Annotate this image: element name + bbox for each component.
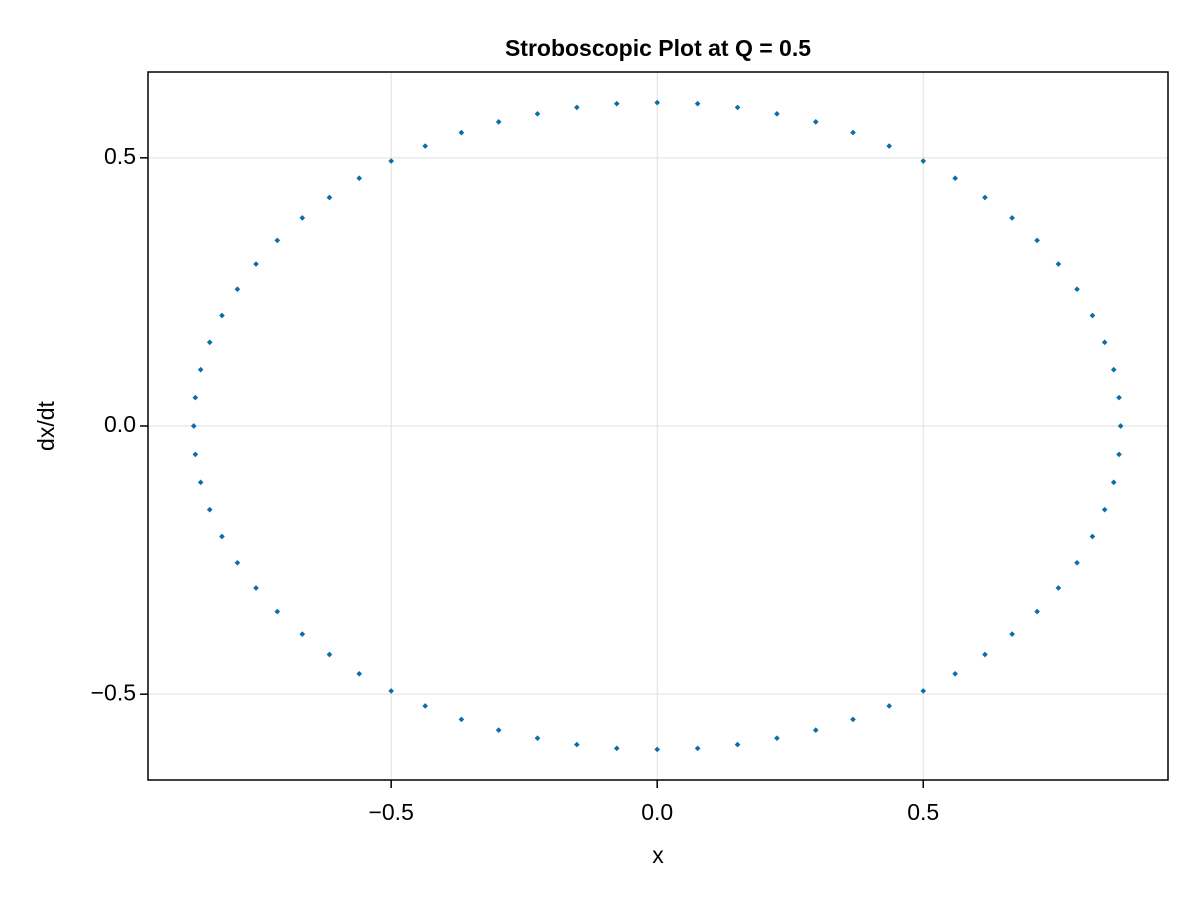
point <box>734 741 741 748</box>
point <box>192 394 199 401</box>
point <box>1089 533 1096 540</box>
point <box>850 129 856 136</box>
point <box>774 735 780 741</box>
point <box>1116 451 1122 458</box>
point <box>495 119 502 125</box>
point <box>574 104 580 111</box>
point <box>356 670 363 677</box>
point <box>952 670 958 677</box>
point <box>534 735 541 741</box>
point <box>253 585 259 591</box>
point <box>920 158 927 164</box>
point <box>234 559 241 566</box>
point <box>219 533 225 540</box>
point <box>1101 339 1108 346</box>
point <box>458 716 465 723</box>
point <box>422 143 429 149</box>
point <box>920 688 927 694</box>
point <box>388 688 394 694</box>
point <box>1074 286 1080 293</box>
point <box>1074 559 1080 566</box>
point <box>495 727 502 733</box>
point <box>812 727 819 733</box>
chart-title: Stroboscopic Plot at Q = 0.5 <box>505 35 811 61</box>
point <box>422 703 429 709</box>
point <box>694 100 701 107</box>
point <box>1110 479 1117 486</box>
point <box>274 608 281 615</box>
y-axis-label: dx/dt <box>33 400 59 450</box>
point <box>574 741 580 748</box>
point <box>190 423 197 429</box>
point <box>613 100 620 107</box>
point <box>192 451 199 458</box>
point <box>206 506 213 513</box>
point <box>982 194 988 201</box>
point <box>1034 237 1040 244</box>
point <box>253 261 259 267</box>
point <box>850 716 856 723</box>
point <box>1055 261 1062 267</box>
point <box>388 158 394 164</box>
point <box>654 99 661 106</box>
point <box>326 651 333 658</box>
y-tick-label: 0.0 <box>104 411 136 437</box>
x-axis-label: x <box>652 842 664 868</box>
x-tick-label: −0.5 <box>368 799 413 825</box>
point <box>734 104 741 111</box>
point <box>299 631 306 637</box>
point <box>356 175 363 182</box>
point <box>1089 312 1096 319</box>
point <box>1110 366 1117 373</box>
point <box>197 479 204 486</box>
points <box>190 99 1124 753</box>
y-tick-label: −0.5 <box>91 679 136 705</box>
point <box>774 111 780 117</box>
point <box>1116 394 1122 401</box>
point <box>886 143 893 149</box>
point <box>1034 608 1040 615</box>
point <box>1101 506 1108 513</box>
point <box>1009 215 1015 221</box>
grid <box>148 72 1168 780</box>
point <box>274 237 281 244</box>
point <box>197 366 204 373</box>
x-tick-label: 0.0 <box>641 799 673 825</box>
point <box>654 746 661 753</box>
point <box>1009 631 1015 637</box>
point <box>613 745 620 752</box>
point <box>1117 423 1124 429</box>
y-tick-label: 0.5 <box>104 143 136 169</box>
point <box>206 339 213 346</box>
point <box>534 111 541 117</box>
point <box>234 286 241 293</box>
point <box>886 703 893 709</box>
point <box>982 651 988 658</box>
point <box>952 175 958 182</box>
point <box>1055 585 1062 591</box>
point <box>326 194 333 201</box>
point <box>219 312 225 319</box>
point <box>299 215 306 221</box>
x-tick-label: 0.5 <box>907 799 939 825</box>
point <box>812 119 819 125</box>
point <box>694 745 701 752</box>
point <box>458 129 465 136</box>
